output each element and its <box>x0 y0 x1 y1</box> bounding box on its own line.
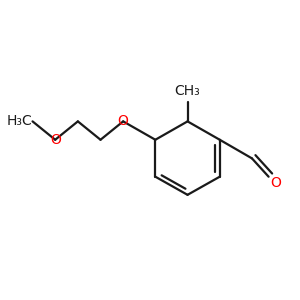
Text: H₃C: H₃C <box>7 114 33 128</box>
Text: O: O <box>118 114 129 128</box>
Text: O: O <box>270 176 281 190</box>
Text: O: O <box>50 133 61 147</box>
Text: CH₃: CH₃ <box>175 83 200 98</box>
